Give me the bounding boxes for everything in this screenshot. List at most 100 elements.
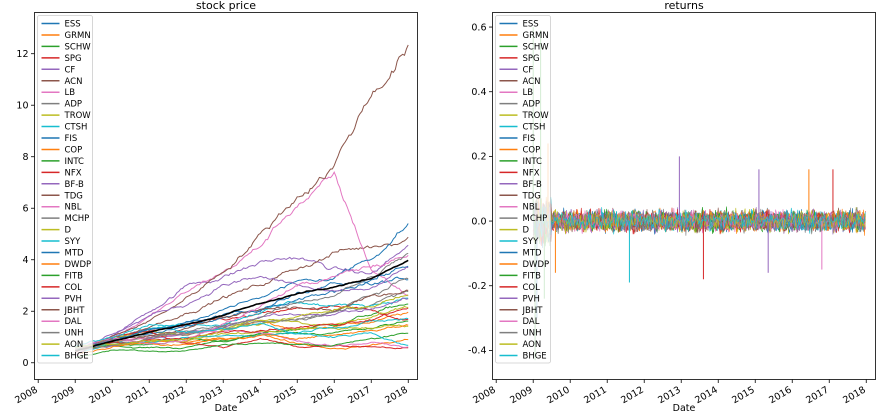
- legend-entry: MCHP: [65, 214, 90, 224]
- legend-entry: FITB: [65, 271, 84, 281]
- returns-chart: returns -0.4 -0.2 0.0 0.2 0.4 0.6 2008 2009 201…: [468, 0, 876, 414]
- legend-entry: BHGE: [523, 352, 547, 362]
- x-tick-label: 2016: [767, 385, 793, 407]
- legend-entry: D: [523, 226, 530, 236]
- plot-area: [74, 44, 409, 359]
- legend-entry: SCHW: [65, 42, 92, 52]
- legend-entry: GRMN: [65, 31, 91, 41]
- y-tick-label: 12: [16, 49, 28, 60]
- legend-entry: ESS: [65, 20, 81, 30]
- x-tick-label: 2008: [13, 385, 39, 407]
- x-axis-label: Date: [215, 403, 238, 414]
- legend-entry: LB: [523, 88, 534, 98]
- x-axis-label: Date: [673, 403, 696, 414]
- series-line-AON: [75, 294, 409, 348]
- legend-entry: NBL: [523, 203, 540, 213]
- legend-entry: JBHT: [522, 306, 544, 316]
- legend-entry: CTSH: [65, 123, 88, 133]
- legend-entry: FITB: [523, 271, 542, 281]
- chart-title: returns: [664, 0, 704, 12]
- legend-entry: UNH: [523, 329, 542, 339]
- legend-entry: DWDP: [523, 260, 550, 270]
- legend-entry: NBL: [65, 203, 82, 213]
- legend-entry: MTD: [523, 249, 543, 259]
- legend-entry: SYY: [523, 237, 540, 247]
- series-line-NBL: [75, 329, 409, 351]
- legend-entry: NFX: [65, 168, 82, 178]
- series-line-BHGE: [74, 322, 409, 347]
- series-line-INTC: [75, 320, 409, 351]
- series-line-TROW: [74, 305, 409, 351]
- legend-entry: COP: [65, 145, 83, 155]
- series-line-LB: [75, 171, 409, 356]
- x-tick-label: 2017: [804, 385, 830, 407]
- legend-entry: DAL: [65, 317, 82, 327]
- legend-entry: MTD: [65, 249, 85, 259]
- x-tick-label: 2015: [730, 385, 756, 407]
- series-line-DWDP: [75, 324, 409, 356]
- legend-entry: BF-B: [523, 180, 542, 190]
- series-line-MTD: [75, 223, 409, 351]
- x-axis: 2008 2009 2010 2011 2012 2013 2014 2015 2016 2017…: [13, 379, 410, 407]
- legend-entry: BF-B: [65, 180, 84, 190]
- chart-title: stock price: [196, 0, 256, 12]
- legend-entry: TROW: [64, 111, 92, 121]
- legend-entry: CF: [65, 65, 76, 75]
- y-tick-label: 10: [16, 100, 28, 111]
- legend-entry: ACN: [523, 77, 541, 87]
- legend-entry: BHGE: [65, 352, 89, 362]
- axes-frame: [492, 12, 876, 380]
- legend-entry: CF: [523, 65, 534, 75]
- axes-frame: [34, 12, 418, 380]
- series-line-overlay: [74, 259, 409, 352]
- legend-entry: COP: [523, 145, 541, 155]
- legend-entry: FIS: [65, 134, 78, 144]
- series-line-TDG: [75, 44, 409, 356]
- legend-entry: COL: [523, 283, 541, 293]
- legend-entry: MCHP: [523, 214, 548, 224]
- series-line-BHGE: [532, 206, 866, 238]
- legend-entry: LB: [65, 88, 76, 98]
- legend-entry: TDG: [522, 191, 541, 201]
- x-tick-label: 2011: [124, 385, 150, 407]
- x-tick-label: 2018: [383, 385, 409, 407]
- legend-entry: NFX: [523, 168, 540, 178]
- y-tick-label: 0.6: [471, 22, 486, 33]
- series-line-ACN: [74, 236, 409, 353]
- legend-entry: AON: [523, 340, 542, 350]
- y-tick-label: 0.2: [471, 152, 486, 163]
- legend-entry: CTSH: [523, 123, 546, 133]
- series-line-PVH: [75, 266, 409, 356]
- x-tick-label: 2015: [272, 385, 298, 407]
- legend-entry: TROW: [522, 111, 550, 121]
- legend-entry: SYY: [65, 237, 82, 247]
- series-line-CF: [75, 244, 409, 350]
- legend-entry: UNH: [65, 329, 84, 339]
- legend-entry: SCHW: [523, 42, 550, 52]
- plot-area: [532, 27, 866, 361]
- y-tick-label: 8: [22, 152, 28, 163]
- legend-entry: DWDP: [65, 260, 92, 270]
- stock-price-chart: stock price 0 2 4 6 8 10 12 2008 2009 2010 2011 20…: [13, 0, 418, 414]
- x-tick-label: 2008: [471, 385, 497, 407]
- series-line-AON: [532, 194, 866, 235]
- legend-entry: PVH: [65, 294, 82, 304]
- legend-entry: COL: [65, 283, 83, 293]
- x-tick-label: 2017: [346, 385, 372, 407]
- y-tick-label: 0: [22, 358, 28, 369]
- y-tick-label: 0.4: [471, 87, 486, 98]
- x-tick-label: 2009: [508, 385, 534, 407]
- x-tick-label: 2011: [582, 385, 608, 407]
- y-axis: -0.4 -0.2 0.0 0.2 0.4 0.6: [468, 22, 493, 357]
- x-axis: 2008 2009 2010 2011 2012 2013 2014 2015 2016 2017…: [471, 379, 868, 407]
- series-line-FITB: [75, 332, 409, 359]
- legend-entry: SPG: [523, 54, 540, 64]
- x-tick-label: 2012: [161, 385, 187, 407]
- legend-entry: FIS: [523, 134, 536, 144]
- legend-entry: ADP: [523, 100, 541, 110]
- legend-entry: ADP: [65, 100, 83, 110]
- legend-entry: INTC: [523, 157, 543, 167]
